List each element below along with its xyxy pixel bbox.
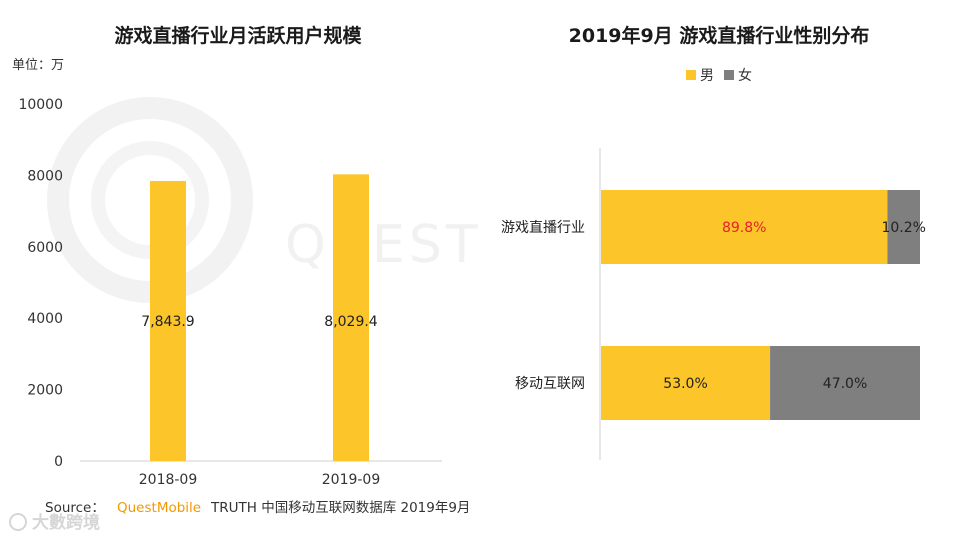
corner-logo-text: 大數跨境 [32, 512, 100, 533]
right-value-labels: 89.8% 10.2% 53.0% 47.0% [663, 220, 926, 392]
data-label: 89.8% [722, 220, 766, 236]
bar-segment-female [887, 190, 920, 264]
y-tick-label: 2000 [27, 383, 63, 399]
bar-segment-male [601, 346, 771, 420]
left-chart-title: 游戏直播行业月活跃用户规模 [114, 24, 362, 47]
legend: 男 女 [686, 67, 752, 84]
y-tick-label: 6000 [27, 240, 63, 256]
category-label: 移动互联网 [515, 376, 585, 392]
category-label: 游戏直播行业 [501, 219, 585, 236]
corner-logo-icon [9, 513, 27, 531]
source-rest: TRUTH 中国移动互联网数据库 2019年9月 [210, 500, 470, 516]
left-x-axis-labels: 2018-09 2019-09 [139, 472, 381, 488]
y-tick-label: 0 [54, 454, 63, 470]
left-value-labels: 7,843.9 8,029.4 [141, 314, 378, 330]
left-y-axis-ticks: 0 2000 4000 6000 8000 10000 [18, 97, 63, 470]
bar-segment-male [601, 190, 888, 264]
legend-swatch-female [724, 70, 734, 80]
data-label: 7,843.9 [141, 314, 194, 330]
right-chart-title: 2019年9月 游戏直播行业性别分布 [569, 24, 870, 47]
bar-2018-09 [150, 180, 186, 461]
source-brand: QuestMobile [117, 500, 201, 516]
source-line: Source： QuestMobile TRUTH 中国移动互联网数据库 201… [45, 500, 470, 516]
right-bars [601, 190, 920, 420]
data-label: 53.0% [663, 376, 707, 392]
data-label: 47.0% [823, 376, 867, 392]
source-prefix: Source： [45, 500, 105, 516]
unit-label: 单位：万 [12, 58, 64, 73]
x-tick-label: 2019-09 [322, 472, 381, 488]
legend-swatch-male [686, 70, 696, 80]
watermark-text: QUEST [285, 215, 482, 275]
watermark: QUEST [47, 97, 482, 303]
x-tick-label: 2018-09 [139, 472, 198, 488]
data-label: 8,029.4 [324, 314, 378, 330]
bar-segment-female [770, 346, 920, 420]
left-bars [150, 174, 369, 462]
bar-2019-09 [333, 174, 369, 462]
data-label: 10.2% [881, 220, 925, 236]
legend-label-male: 男 [700, 68, 714, 84]
corner-logo: 大數跨境 [9, 512, 100, 533]
y-tick-label: 8000 [27, 168, 63, 184]
y-tick-label: 4000 [27, 311, 63, 327]
legend-label-female: 女 [738, 67, 752, 84]
y-tick-label: 10000 [18, 97, 63, 113]
